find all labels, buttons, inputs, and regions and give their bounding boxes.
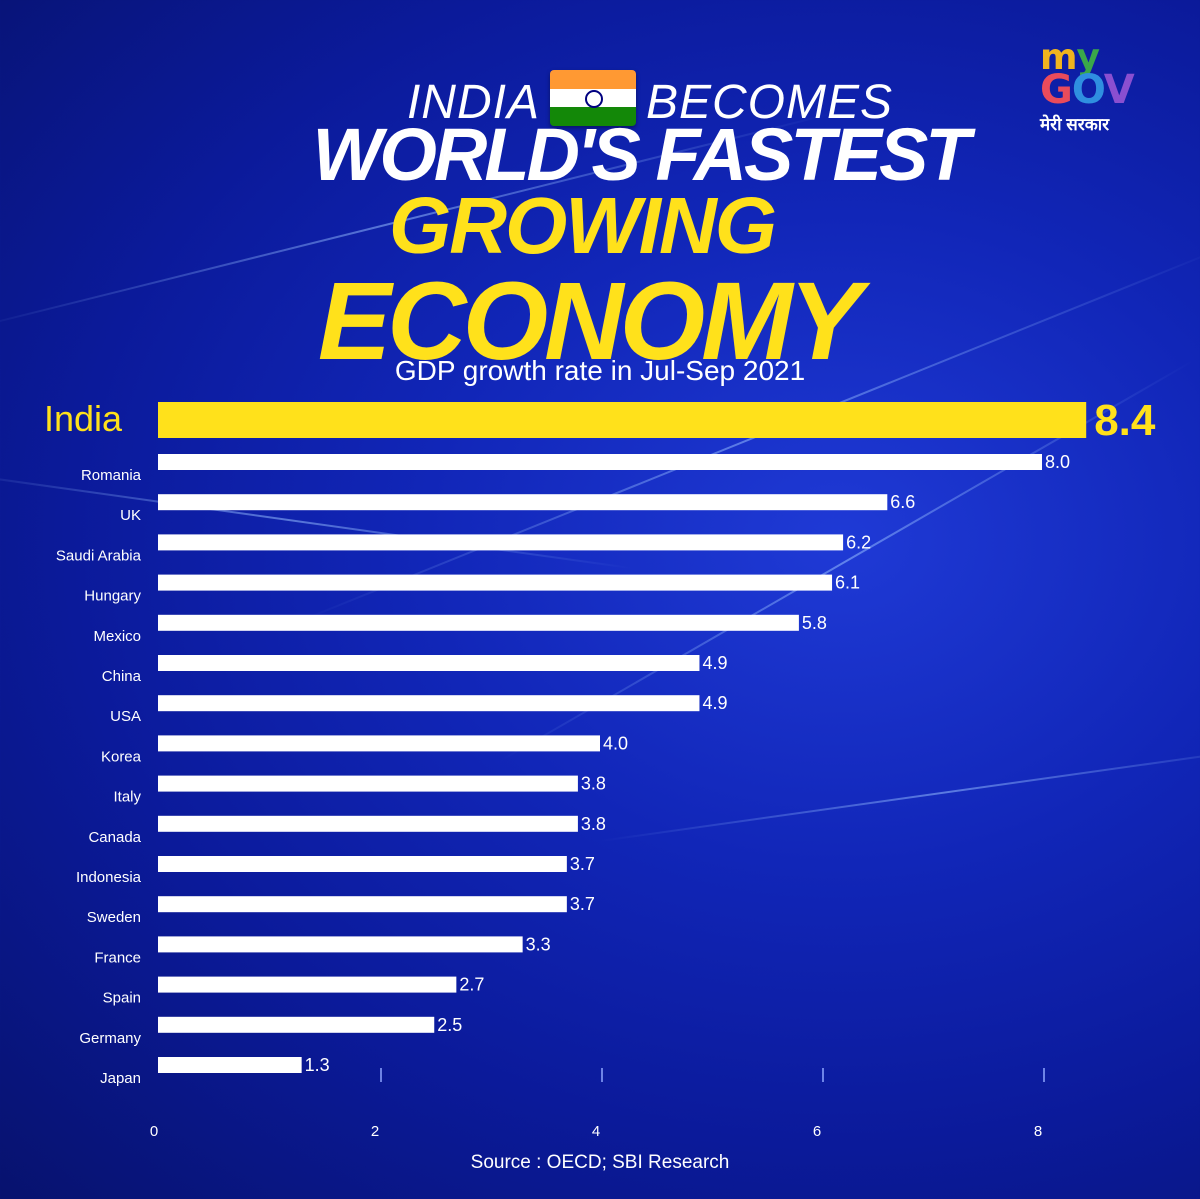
value-label: 4.9 <box>702 693 727 713</box>
category-label: Sweden <box>87 909 141 926</box>
category-label: UK <box>120 507 141 524</box>
category-label: Saudi Arabia <box>56 547 142 564</box>
value-label: 6.6 <box>890 492 915 512</box>
logo-my: my <box>1040 37 1100 78</box>
category-label: Japan <box>100 1070 141 1087</box>
value-label: 4.0 <box>603 733 628 753</box>
logo-gov: GOV <box>1040 67 1135 113</box>
bar-hungary <box>158 574 833 591</box>
category-label: Indonesia <box>76 869 142 886</box>
category-label: Romania <box>81 467 142 484</box>
x-tick-label: 2 <box>371 1123 379 1140</box>
bar-saudi-arabia <box>158 534 844 551</box>
value-label: 3.7 <box>570 854 595 874</box>
headline-line2: WORLD'S FASTEST <box>312 113 970 196</box>
value-label: 3.8 <box>581 774 606 794</box>
india-flag-icon <box>549 70 636 126</box>
value-label: 3.3 <box>526 934 551 954</box>
value-label: 3.8 <box>581 814 606 834</box>
bar-canada <box>158 815 578 832</box>
value-label: 1.3 <box>305 1055 330 1075</box>
headline-india: INDIA <box>406 76 540 129</box>
headline-line4: ECONOMY <box>317 260 862 383</box>
value-label: 2.7 <box>459 975 484 995</box>
category-label: India <box>44 398 123 439</box>
value-label: 5.8 <box>802 613 827 633</box>
category-label: France <box>94 949 141 966</box>
source-note: Source : OECD; SBI Research <box>470 1152 730 1173</box>
x-tick-label: 6 <box>813 1123 821 1140</box>
value-label: 3.7 <box>570 894 595 914</box>
category-label: Canada <box>88 829 141 846</box>
bar-india <box>158 402 1087 438</box>
x-tick-label: 0 <box>150 1123 158 1140</box>
chart-title: GDP growth rate in Jul-Sep 2021 <box>394 355 806 386</box>
category-label: USA <box>110 708 141 725</box>
headline-line1: INDIA BECOMES <box>50 70 1200 130</box>
x-tick-label: 8 <box>1034 1123 1042 1140</box>
bar-korea <box>158 735 600 752</box>
category-label: Korea <box>101 748 142 765</box>
category-label: China <box>102 668 142 685</box>
bar-france <box>158 936 523 953</box>
logo-hindi: मेरी सरकार <box>1040 115 1110 134</box>
bar-usa <box>158 695 700 712</box>
category-label: Germany <box>79 1030 141 1047</box>
category-label: Spain <box>103 990 141 1007</box>
value-label: 6.2 <box>846 532 871 552</box>
mygov-logo: my GOV मेरी सरकार <box>1040 40 1170 135</box>
bar-sweden <box>158 896 567 913</box>
headline-line3: GROWING <box>389 181 777 270</box>
x-tick-label: 4 <box>592 1123 600 1140</box>
value-label: 6.1 <box>835 573 860 593</box>
bar-japan <box>158 1057 302 1073</box>
value-label: 8.4 <box>1094 396 1156 445</box>
bar-spain <box>158 976 457 993</box>
bar-mexico <box>158 614 799 631</box>
headline-becomes: BECOMES <box>645 76 894 129</box>
bar-china <box>158 655 700 671</box>
bar-italy <box>158 775 578 792</box>
bar-uk <box>158 494 888 511</box>
bar-romania <box>158 454 1042 470</box>
category-label: Mexico <box>93 628 141 645</box>
value-label: 4.9 <box>702 653 727 673</box>
value-label: 2.5 <box>437 1015 462 1035</box>
bar-germany <box>158 1016 435 1033</box>
category-label: Hungary <box>84 588 141 605</box>
bar-indonesia <box>158 856 567 872</box>
category-label: Italy <box>113 789 141 806</box>
value-label: 8.0 <box>1045 452 1070 472</box>
